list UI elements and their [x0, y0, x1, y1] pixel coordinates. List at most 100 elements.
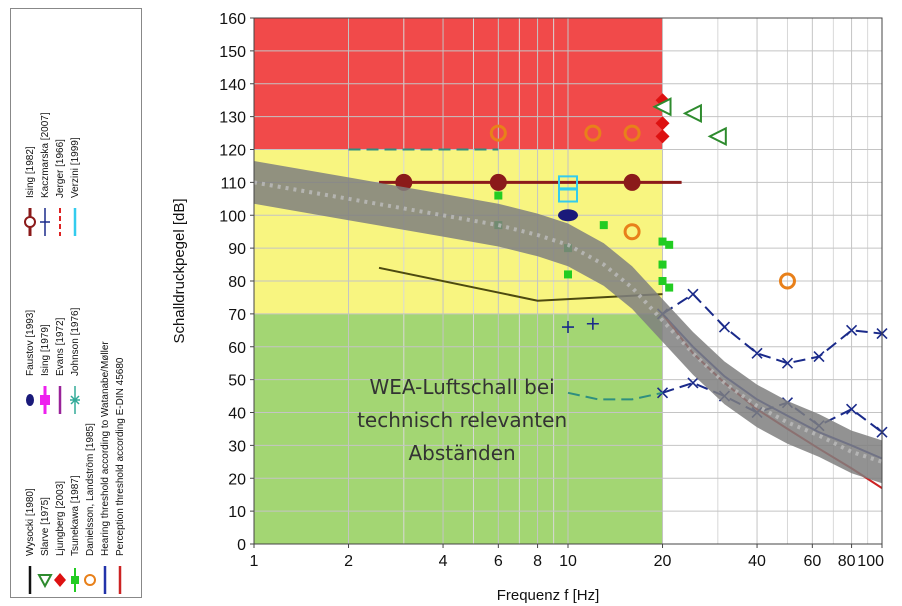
legend-marker — [37, 574, 53, 589]
legend-marker — [84, 574, 96, 586]
legend-label: Tsunekawa [1987] — [70, 475, 81, 556]
data-point — [558, 175, 578, 190]
series-point — [718, 321, 731, 333]
x-tick-label: 40 — [748, 553, 766, 570]
data-point — [665, 283, 674, 292]
legend-label: Johnson [1976] — [70, 307, 81, 376]
y-tick-label: 10 — [228, 504, 246, 521]
legend-label: Hearing threshold according to Watanabe/… — [100, 341, 111, 556]
x-tick-label: 60 — [803, 553, 821, 570]
series-point — [687, 288, 699, 300]
series-point — [846, 403, 858, 415]
data-point — [652, 97, 672, 117]
legend-marker — [40, 395, 50, 405]
legend-label: Ljungberg [2003] — [55, 481, 66, 556]
y-tick-label: 110 — [220, 175, 246, 192]
y-tick-label: 80 — [228, 274, 246, 291]
legend-marker — [24, 216, 36, 228]
y-tick-label: 160 — [219, 11, 246, 28]
data-point — [658, 237, 667, 246]
x-tick-label: 2 — [344, 553, 353, 570]
x-tick-label: 10 — [559, 553, 577, 570]
data-point — [623, 173, 641, 191]
legend-label: Slarve [1975] — [40, 497, 51, 556]
data-point — [586, 317, 599, 330]
data-point — [658, 277, 667, 285]
y-tick-label: 150 — [219, 44, 246, 61]
y-tick-label: 120 — [219, 143, 246, 160]
axes: 1 2 4 6 8 10 20 40 60 80 1000102030405060708090100… — [171, 11, 884, 604]
legend-marker — [71, 576, 79, 584]
legend-label: Jerger [1966] — [55, 139, 66, 198]
data-point — [599, 221, 608, 230]
data-point — [494, 191, 503, 200]
data-point — [655, 129, 670, 144]
grid — [253, 17, 883, 545]
annotation-line: WEA-Luftschall bei — [369, 375, 554, 399]
legend-marker — [70, 395, 80, 405]
x-tick-label: 8 — [533, 553, 542, 570]
y-tick-label: 100 — [219, 208, 246, 225]
data-point — [562, 321, 574, 334]
legend-label: Verzini [1999] — [70, 137, 81, 198]
legend-label: Danielsson, Landström [1985] — [85, 423, 96, 556]
series-point — [656, 387, 669, 399]
zone-green — [254, 313, 663, 544]
y-axis-title: Schalldruckpegel [dB] — [171, 198, 188, 343]
data-point — [707, 126, 727, 146]
data-point — [658, 260, 667, 269]
data-point — [564, 270, 572, 279]
legend-marker — [54, 573, 66, 587]
legend: Wysocki [1980] Slarve [1975] Ljungberg [20… — [24, 112, 126, 594]
data-point — [655, 116, 670, 131]
y-tick-label: 60 — [228, 340, 246, 357]
data-point — [558, 209, 578, 222]
data-point — [682, 103, 702, 123]
legend-label: Ising [1982] — [25, 146, 36, 198]
x-tick-label: 6 — [494, 553, 503, 570]
y-tick-label: 90 — [228, 241, 246, 258]
y-tick-label: 30 — [228, 438, 246, 455]
band-layer — [253, 161, 883, 484]
legend-box — [10, 8, 142, 598]
series-line — [567, 391, 663, 401]
data-point — [489, 124, 507, 142]
legend-label: Wysocki [1980] — [25, 488, 36, 556]
legend-marker — [26, 394, 34, 406]
wea-band — [254, 161, 882, 484]
data-point — [489, 173, 507, 191]
data-point — [584, 124, 602, 142]
legend-label: Kaczmarska [2007] — [40, 112, 51, 198]
series-point — [687, 377, 699, 389]
series-point — [751, 347, 763, 359]
data-point — [558, 188, 578, 203]
legend-label: Evans [1972] — [55, 317, 66, 376]
x-tick-label: 20 — [654, 553, 672, 570]
y-tick-label: 130 — [219, 110, 246, 127]
data-point — [665, 240, 674, 249]
annotation-line: Abständen — [408, 441, 515, 465]
x-tick-label: 1 — [250, 553, 259, 570]
legend-label: Ising [1979] — [40, 324, 51, 376]
annotation-line: technisch relevanten — [357, 408, 567, 432]
legend-label: Perception threshold according E-DIN 456… — [115, 357, 126, 556]
series-point — [781, 357, 794, 369]
data-point — [623, 124, 641, 142]
x-tick-label: 4 — [439, 553, 448, 570]
data-point — [778, 272, 796, 290]
y-tick-label: 20 — [228, 471, 246, 488]
y-tick-label: 50 — [228, 373, 246, 390]
x-tick-label: 80 — [838, 553, 856, 570]
y-tick-label: 140 — [219, 77, 246, 94]
series-point — [813, 351, 825, 363]
annotation: WEA-Luftschall bei technisch relevanten Ab… — [357, 375, 567, 465]
zones — [254, 18, 663, 544]
data-point — [623, 223, 641, 241]
x-tick-label: 100 — [857, 553, 884, 570]
y-tick-label: 70 — [228, 307, 246, 324]
x-axis-title: Frequenz f [Hz] — [497, 587, 600, 604]
legend-label: Faustov [1993] — [25, 310, 36, 376]
series-point — [846, 324, 858, 336]
y-tick-label: 40 — [228, 406, 246, 423]
